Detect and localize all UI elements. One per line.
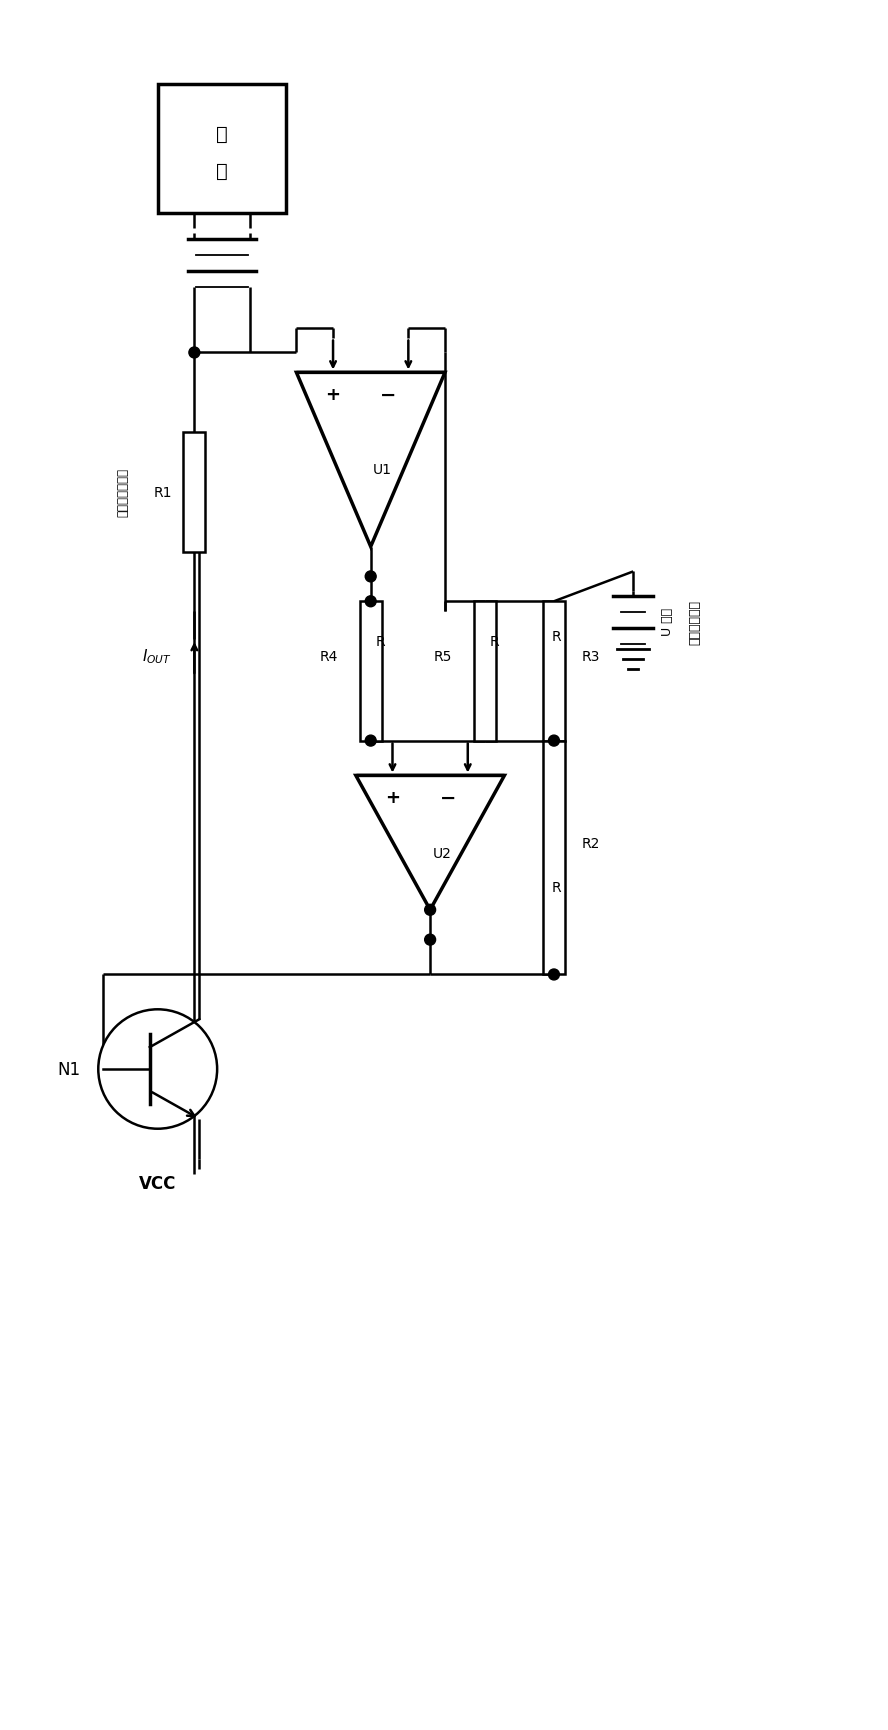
Bar	[158, 85, 287, 215]
Text: R: R	[489, 635, 499, 649]
Circle shape	[365, 571, 377, 583]
Text: VCC: VCC	[139, 1175, 177, 1192]
Text: +: +	[326, 386, 341, 405]
Circle shape	[549, 969, 559, 981]
Text: U1: U1	[373, 464, 392, 477]
Text: −: −	[440, 789, 456, 808]
Circle shape	[549, 735, 559, 747]
Circle shape	[424, 905, 436, 915]
Circle shape	[365, 597, 377, 607]
Circle shape	[424, 934, 436, 946]
Text: R2: R2	[582, 836, 600, 849]
Bar	[543, 740, 565, 976]
Text: R: R	[552, 881, 561, 894]
Text: R3: R3	[582, 650, 600, 664]
Circle shape	[99, 1010, 218, 1130]
Bar	[543, 602, 565, 740]
Text: R1: R1	[154, 486, 172, 500]
Text: 小阻尼精密电阵: 小阻尼精密电阵	[116, 469, 130, 517]
Text: R4: R4	[320, 650, 338, 664]
Circle shape	[189, 348, 200, 358]
Bar	[184, 432, 205, 552]
Text: R: R	[376, 635, 385, 649]
Text: −: −	[380, 386, 397, 405]
Text: 负: 负	[216, 125, 228, 144]
Bar	[360, 602, 382, 740]
Text: U 基准: U 基准	[661, 607, 674, 637]
Text: U2: U2	[432, 846, 451, 860]
Bar	[473, 602, 496, 740]
Text: +: +	[385, 789, 400, 806]
Circle shape	[365, 735, 377, 747]
Text: 精密基准电压: 精密基准电压	[689, 599, 702, 644]
Text: N1: N1	[58, 1060, 81, 1078]
Text: R: R	[552, 630, 561, 644]
Text: 载: 载	[216, 163, 228, 180]
Text: $I_{OUT}$: $I_{OUT}$	[142, 647, 171, 666]
Polygon shape	[356, 777, 504, 910]
Polygon shape	[297, 374, 445, 547]
Text: R5: R5	[434, 650, 452, 664]
